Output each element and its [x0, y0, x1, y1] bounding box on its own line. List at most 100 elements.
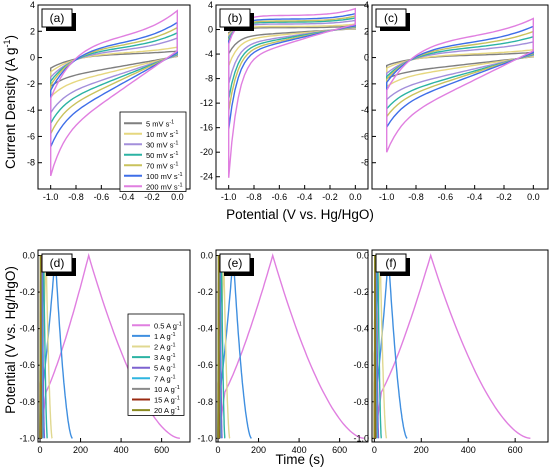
x-tick-label: -1.0: [43, 192, 59, 202]
panel-label: (a): [50, 11, 65, 25]
x-tick-label: 0: [372, 445, 377, 455]
x-tick-label: -0.6: [438, 192, 454, 202]
y-tick-label: -0.8: [353, 397, 369, 407]
y-tick-label: -20: [200, 147, 213, 157]
x-tick-label: 200: [251, 445, 266, 455]
series-line-3: [386, 35, 534, 111]
y-tick-label: -0.6: [353, 360, 369, 370]
x-tick-label: -0.8: [68, 192, 84, 202]
gcd-y-axis-title: Potential (V vs. Hg/HgO): [3, 266, 18, 414]
cv-y-axis-title: Current Density (A g-1): [2, 35, 18, 169]
y-tick-label: -4: [27, 105, 35, 115]
x-tick-label: 600: [508, 445, 523, 455]
plot-frame: [37, 249, 191, 443]
x-tick-label: -0.2: [322, 192, 338, 202]
legend-label: 0.5 A g-1: [154, 321, 182, 330]
panel-label-box: [219, 8, 251, 28]
y-tick-label: -16: [200, 123, 213, 133]
plot-frame: [215, 4, 369, 190]
x-tick-label: 0: [38, 445, 43, 455]
x-tick-label: -1.0: [221, 192, 237, 202]
y-tick-label: -0.2: [353, 287, 369, 297]
series-line-4: [386, 30, 534, 119]
x-tick-label: -0.8: [246, 192, 262, 202]
x-tick-label: -1.0: [379, 192, 395, 202]
y-tick-label: -6: [27, 131, 35, 141]
series-line-5: [228, 12, 356, 130]
y-tick-label: 0: [30, 53, 35, 63]
series-line-3: [50, 31, 178, 126]
series-line-6: [228, 7, 356, 178]
y-tick-label: 0: [208, 25, 213, 35]
panel-f: 0 200 400 600 0.0 -0.2 -0.4 -0.6 -0.8 -1.0 (f): [353, 249, 549, 455]
y-tick-label: -4: [205, 49, 213, 59]
x-tick-label: -0.6: [94, 192, 110, 202]
series-line-2: [386, 41, 534, 102]
y-tick-label: -0.8: [197, 397, 213, 407]
x-tick-label: -0.6: [272, 192, 288, 202]
y-tick-label: -0.4: [197, 324, 213, 334]
x-tick-label: -0.4: [467, 192, 483, 202]
cv-legend: 5 mV s-1 10 mV s-130 mV s-1 50 mV s-170 mV…: [119, 111, 187, 192]
legend-label: 100 mV s-1: [146, 172, 183, 181]
y-tick-label: -0.2: [19, 287, 35, 297]
plot-frame: [371, 4, 549, 190]
plot-frame: [37, 4, 191, 190]
y-tick-label: 2: [30, 26, 35, 36]
series-line-5: [50, 21, 178, 148]
panel-c: -1.0 -0.8 -0.6 -0.4 -0.2 0.0 4 2 0 -2 -4 -6 -8 (c): [361, 0, 549, 202]
series-line-1: [228, 23, 356, 67]
panel-label: (d): [50, 256, 65, 270]
y-tick-label: 4: [30, 0, 35, 10]
y-tick-label: -4: [361, 105, 369, 115]
y-tick-label: -6: [361, 131, 369, 141]
series-line-5: [386, 25, 534, 130]
x-tick-label: -0.4: [119, 192, 135, 202]
y-tick-label: -0.4: [353, 324, 369, 334]
y-tick-label: 0.0: [356, 250, 369, 260]
panel-label: (e): [228, 256, 243, 270]
legend-label: 7 A g-1: [154, 374, 176, 383]
series-line-8: [217, 255, 220, 439]
series-line-6: [50, 9, 178, 177]
x-tick-label: -0.2: [144, 192, 160, 202]
panel-label: (b): [228, 11, 243, 25]
legend-label: 10 mV s-1: [146, 130, 178, 139]
y-tick-label: -0.6: [19, 360, 35, 370]
x-tick-label: -0.4: [297, 192, 313, 202]
panel-label: (c): [384, 11, 398, 25]
y-tick-label: -2: [27, 79, 35, 89]
y-tick-label: -2: [361, 79, 369, 89]
legend-label: 30 mV s-1: [146, 140, 178, 149]
cv-x-axis-title: Potential (V vs. Hg/HgO): [226, 207, 374, 222]
y-tick-label: 2: [364, 26, 369, 36]
legend-box: [119, 111, 187, 192]
panel-label-box: [41, 253, 73, 273]
legend-label: 10 A g-1: [154, 385, 180, 394]
x-tick-label: 400: [114, 445, 129, 455]
series-line-1: [50, 46, 178, 99]
panel-b: -1.0 -0.8 -0.6 -0.4 -0.2 0.040-4-8-12-16-20-2…: [200, 0, 369, 202]
legend-label: 3 A g-1: [154, 353, 176, 362]
legend-label: 200 mV s-1: [146, 182, 183, 191]
panel-label: (f): [385, 256, 396, 270]
legend-label: 50 mV s-1: [146, 151, 178, 160]
x-tick-label: 600: [154, 445, 169, 455]
series-line-1: [386, 49, 534, 88]
y-tick-label: -1.0: [353, 433, 369, 443]
panel-a: -1.0 -0.8 -0.6 -0.4 -0.2 0.0 4 2 0 -2 -4 -6 -8 (a): [27, 0, 191, 202]
y-tick-label: 0.0: [22, 250, 35, 260]
gcd-legend: 0.5 A g-1 1 A g-1 2 A g-13 A g-1 5 A g-17 A…: [127, 313, 185, 416]
panel-label-box: [375, 8, 407, 28]
x-tick-label: 200: [414, 445, 429, 455]
y-tick-label: -12: [200, 98, 213, 108]
x-tick-label: 400: [461, 445, 476, 455]
legend-label: 20 A g-1: [154, 406, 180, 415]
y-tick-label: -8: [205, 74, 213, 84]
x-tick-label: 400: [292, 445, 307, 455]
y-tick-label: 4: [208, 0, 213, 10]
x-tick-label: -0.2: [496, 192, 512, 202]
plot-frame: [371, 249, 549, 443]
panel-d: 0 200 400 600 0.0 -0.2 -0.4 -0.6 -0.8 -1.0 (d): [19, 249, 191, 455]
